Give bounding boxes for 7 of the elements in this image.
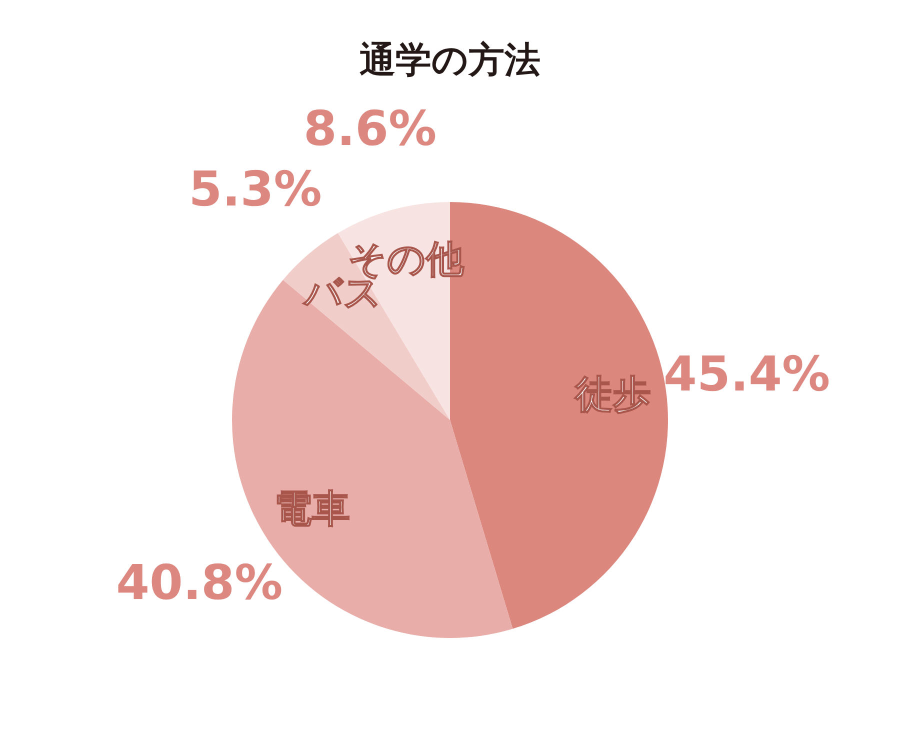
data-label: 40.8% — [116, 554, 283, 611]
slice-label: 電車 — [274, 486, 350, 531]
data-label: 45.4% — [664, 346, 830, 402]
chart-title: 通学の方法 — [360, 40, 540, 81]
data-label: 8.6% — [303, 100, 437, 157]
slice-label: 徒歩 — [574, 372, 652, 416]
data-label: 5.3% — [188, 162, 322, 218]
